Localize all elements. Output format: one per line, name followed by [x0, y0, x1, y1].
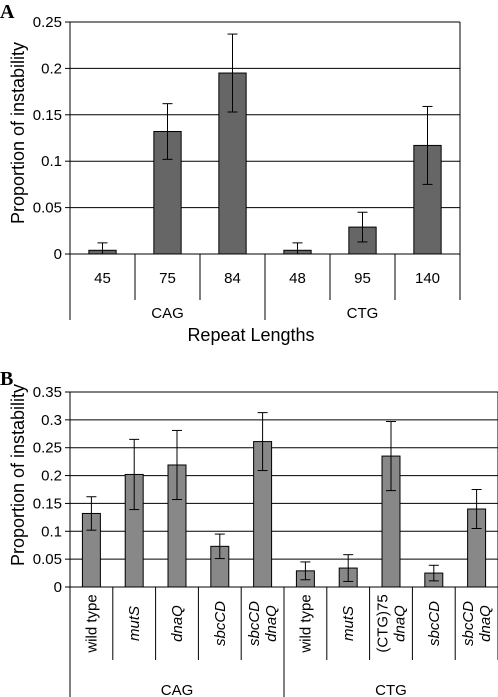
y-tick-label: 0: [54, 246, 62, 263]
y-tick-label: 0.25: [33, 14, 62, 31]
category-label: 95: [354, 270, 371, 287]
group-label: CAG: [161, 682, 194, 697]
group-label: CAG: [151, 305, 184, 322]
group-label: CTG: [347, 305, 379, 322]
category-label: 45: [94, 270, 111, 287]
y-tick-label: 0.15: [33, 495, 62, 512]
y-tick-label: 0.25: [33, 440, 62, 457]
y-tick-label: 0.35: [33, 384, 62, 401]
y-tick-label: 0: [54, 579, 62, 596]
category-label: 75: [159, 270, 176, 287]
category-label: wild type: [83, 594, 100, 653]
category-label: 140: [415, 270, 440, 287]
panel-a: 0 0.05 0.1 0.15 0.2 0.25 CAG CTG 45 75 84 48 95 140: [33, 14, 461, 322]
category-label: sbcCD: [246, 601, 263, 646]
panel-b: 0 0.05 0.1 0.15 0.2 0.25 0.3 0.35 CAG CTG wild typ…: [33, 384, 498, 697]
y-tick-label: 0.05: [33, 200, 62, 217]
panel-b-y-axis-title: Proportion of instability: [8, 384, 28, 566]
category-label: 84: [224, 270, 241, 287]
y-tick-label: 0.3: [41, 412, 62, 429]
panel-a-label: A: [0, 1, 15, 23]
y-tick-label: 0.15: [33, 107, 62, 124]
y-tick-label: 0.1: [41, 153, 62, 170]
category-label: dnaQ: [477, 605, 494, 642]
y-tick-label: 0.1: [41, 523, 62, 540]
panel-b-label: B: [0, 368, 13, 390]
category-label: mutS: [340, 606, 357, 641]
group-label: CTG: [375, 682, 407, 697]
category-label: dnaQ: [392, 605, 409, 642]
category-label: dnaQ: [263, 605, 280, 642]
y-tick-label: 0.2: [41, 468, 62, 485]
category-label: sbcCD: [426, 601, 443, 646]
category-label: (CTG)75: [375, 594, 392, 652]
panel-a-x-axis-title: Repeat Lengths: [187, 325, 314, 345]
category-label: mutS: [126, 606, 143, 641]
bar: [153, 131, 182, 255]
panel-a-y-axis-title: Proportion of instability: [8, 42, 28, 224]
category-label: 48: [289, 270, 306, 287]
category-label: wild type: [297, 594, 314, 653]
category-label: sbcCD: [460, 601, 477, 646]
y-tick-label: 0.05: [33, 551, 62, 568]
category-label: sbcCD: [212, 601, 229, 646]
category-label: dnaQ: [169, 605, 186, 642]
y-tick-label: 0.2: [41, 60, 62, 77]
